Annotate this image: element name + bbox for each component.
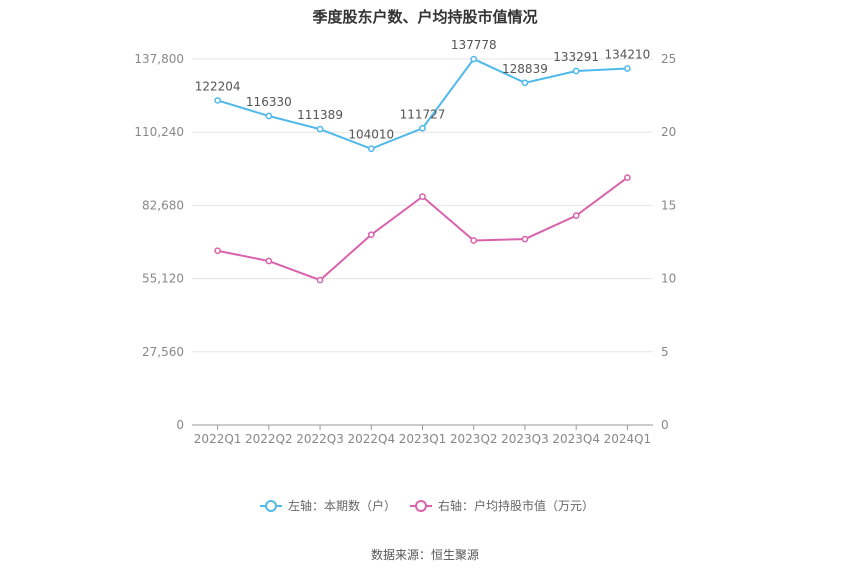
- series-line-2: [217, 176, 628, 282]
- legend-swatch-marker: [415, 500, 427, 512]
- data-point: [624, 174, 631, 181]
- left-axis-tick-label: 0: [176, 418, 184, 432]
- right-axis-tick-label: 20: [661, 125, 676, 139]
- data-label: 122204: [195, 79, 241, 93]
- right-axis-tick-label: 5: [661, 345, 669, 359]
- data-point: [316, 276, 324, 284]
- data-point: [470, 55, 478, 63]
- data-point: [265, 257, 273, 265]
- x-axis-tick-label: 2023Q2: [450, 432, 498, 446]
- left-axis-tick-label: 110,240: [134, 125, 184, 139]
- right-axis-tick-label: 15: [661, 198, 676, 212]
- legend-label: 右轴：户均持股市值（万元）: [438, 498, 594, 513]
- legend: 左轴：本期数（户） 右轴：户均持股市值（万元）: [260, 498, 594, 513]
- right-axis-tick-label: 25: [661, 52, 676, 66]
- data-label: 128839: [502, 62, 548, 76]
- right-axis-tick-label: 0: [661, 418, 669, 432]
- x-axis-tick-label: 2023Q1: [399, 432, 447, 446]
- left-axis-tick-label: 55,120: [142, 272, 184, 286]
- data-point: [624, 65, 631, 72]
- series-lines: [217, 57, 628, 282]
- data-label: 104010: [348, 128, 394, 142]
- left-axis-tick-label: 27,560: [142, 345, 184, 359]
- chart-title: 季度股东户数、户均持股市值情况: [312, 8, 538, 26]
- right-axis-tick-label: 10: [661, 272, 676, 286]
- data-label: 134210: [604, 48, 650, 62]
- axes: 0 0 27,560 5 55,120 10 82,680 15 110,240 20 137,80…: [134, 52, 676, 446]
- left-axis-tick-label: 82,680: [142, 198, 184, 212]
- x-axis-tick-label: 2022Q2: [245, 432, 293, 446]
- data-point: [521, 79, 529, 87]
- x-axis-tick-label: 2022Q4: [347, 432, 395, 446]
- data-point: [419, 193, 426, 200]
- data-label: 111727: [400, 107, 446, 121]
- legend-label: 左轴：本期数（户）: [288, 498, 396, 513]
- x-axis-tick-label: 2022Q1: [194, 432, 242, 446]
- x-axis-tick-label: 2024Q1: [604, 432, 652, 446]
- data-label: 116330: [246, 95, 292, 109]
- source-note: 数据来源：恒生聚源: [370, 548, 479, 562]
- data-label: 111389: [297, 108, 343, 122]
- data-labels: 122204 116330 111389 104010 111727 137778 1288…: [195, 38, 651, 142]
- legend-swatch-marker: [265, 500, 277, 512]
- data-point: [214, 247, 221, 255]
- x-axis-tick-label: 2023Q4: [552, 432, 600, 446]
- data-point: [316, 125, 324, 133]
- data-point: [214, 97, 221, 104]
- series-points: [214, 55, 631, 284]
- data-label: 133291: [553, 50, 599, 64]
- data-point: [419, 124, 426, 132]
- data-label: 137778: [451, 38, 497, 52]
- x-axis-tick-label: 2023Q3: [501, 432, 549, 446]
- data-point: [521, 235, 529, 243]
- grid-lines: [192, 58, 653, 353]
- data-point: [367, 145, 375, 153]
- data-point: [572, 67, 580, 75]
- data-point: [265, 112, 273, 120]
- data-point: [470, 237, 478, 244]
- data-point: [367, 231, 375, 239]
- data-point: [572, 212, 580, 219]
- x-axis-tick-label: 2022Q3: [296, 432, 344, 446]
- left-axis-tick-label: 137,800: [134, 52, 184, 66]
